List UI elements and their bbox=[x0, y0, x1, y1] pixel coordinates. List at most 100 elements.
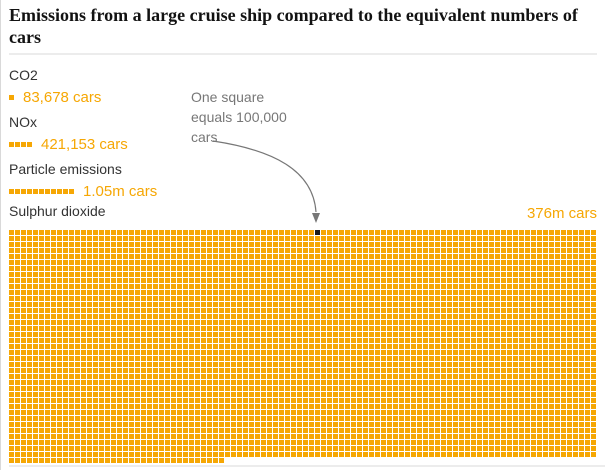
waffle-square bbox=[123, 290, 128, 295]
waffle-square bbox=[447, 308, 452, 313]
waffle-square bbox=[237, 398, 242, 403]
waffle-square bbox=[15, 458, 20, 463]
waffle-square bbox=[153, 344, 158, 349]
waffle-square bbox=[579, 434, 584, 439]
waffle-square bbox=[39, 446, 44, 451]
waffle-square bbox=[585, 344, 590, 349]
waffle-square bbox=[351, 392, 356, 397]
waffle-square bbox=[171, 230, 176, 235]
waffle-square bbox=[237, 236, 242, 241]
waffle-square bbox=[285, 440, 290, 445]
waffle-square bbox=[345, 344, 350, 349]
waffle-square bbox=[519, 344, 524, 349]
waffle-square bbox=[45, 350, 50, 355]
waffle-square bbox=[285, 254, 290, 259]
waffle-square bbox=[237, 272, 242, 277]
waffle-square bbox=[465, 248, 470, 253]
waffle-square bbox=[123, 410, 128, 415]
waffle-square bbox=[201, 380, 206, 385]
waffle-square bbox=[111, 398, 116, 403]
waffle-square bbox=[33, 326, 38, 331]
waffle-square bbox=[213, 308, 218, 313]
waffle-square bbox=[507, 230, 512, 235]
waffle-square bbox=[189, 236, 194, 241]
waffle-square bbox=[267, 374, 272, 379]
waffle-square bbox=[321, 242, 326, 247]
waffle-square bbox=[411, 248, 416, 253]
waffle-square bbox=[483, 248, 488, 253]
waffle-square bbox=[519, 230, 524, 235]
waffle-square bbox=[33, 290, 38, 295]
waffle-square bbox=[513, 302, 518, 307]
waffle-square bbox=[57, 392, 62, 397]
waffle-square bbox=[189, 416, 194, 421]
waffle-square bbox=[27, 332, 32, 337]
waffle-square bbox=[45, 356, 50, 361]
waffle-square bbox=[375, 380, 380, 385]
waffle-square bbox=[501, 314, 506, 319]
waffle-square bbox=[9, 428, 14, 433]
waffle-square bbox=[357, 440, 362, 445]
waffle-square bbox=[285, 362, 290, 367]
waffle-square bbox=[27, 446, 32, 451]
waffle-square bbox=[591, 344, 596, 349]
waffle-square bbox=[369, 368, 374, 373]
waffle-square bbox=[39, 452, 44, 457]
waffle-square bbox=[291, 248, 296, 253]
waffle-square bbox=[501, 326, 506, 331]
waffle-square bbox=[465, 380, 470, 385]
waffle-square bbox=[189, 398, 194, 403]
waffle-square bbox=[219, 386, 224, 391]
waffle-square bbox=[243, 278, 248, 283]
waffle-square bbox=[27, 338, 32, 343]
waffle-square bbox=[501, 242, 506, 247]
waffle-square bbox=[549, 284, 554, 289]
series-label: Particle emissions bbox=[9, 161, 122, 177]
waffle-square bbox=[111, 422, 116, 427]
waffle-square bbox=[447, 368, 452, 373]
waffle-square bbox=[465, 260, 470, 265]
waffle-square bbox=[411, 374, 416, 379]
waffle-square bbox=[333, 326, 338, 331]
waffle-square bbox=[9, 440, 14, 445]
waffle-square bbox=[129, 308, 134, 313]
waffle-square bbox=[417, 272, 422, 277]
waffle-square bbox=[147, 362, 152, 367]
waffle-square bbox=[183, 446, 188, 451]
waffle-square bbox=[501, 410, 506, 415]
waffle-square bbox=[447, 434, 452, 439]
waffle-square bbox=[459, 242, 464, 247]
waffle-square bbox=[309, 380, 314, 385]
waffle-square bbox=[189, 428, 194, 433]
waffle-square bbox=[381, 290, 386, 295]
waffle-square bbox=[345, 236, 350, 241]
waffle-square bbox=[123, 332, 128, 337]
waffle-square bbox=[177, 302, 182, 307]
waffle-square bbox=[93, 374, 98, 379]
waffle-square bbox=[279, 356, 284, 361]
waffle-square bbox=[9, 332, 14, 337]
waffle-square bbox=[255, 254, 260, 259]
waffle-square bbox=[489, 338, 494, 343]
waffle-square bbox=[573, 386, 578, 391]
waffle-square bbox=[207, 422, 212, 427]
waffle-square bbox=[39, 344, 44, 349]
waffle-square bbox=[81, 368, 86, 373]
waffle-square bbox=[507, 248, 512, 253]
waffle-square bbox=[243, 230, 248, 235]
waffle-square bbox=[315, 266, 320, 271]
waffle-square bbox=[255, 308, 260, 313]
waffle-square bbox=[57, 434, 62, 439]
waffle-square bbox=[117, 284, 122, 289]
waffle-square bbox=[303, 236, 308, 241]
waffle-square bbox=[171, 440, 176, 445]
waffle-square bbox=[537, 452, 542, 457]
waffle-square bbox=[273, 416, 278, 421]
waffle-square bbox=[51, 338, 56, 343]
waffle-square bbox=[465, 284, 470, 289]
waffle-square bbox=[327, 410, 332, 415]
waffle-square bbox=[453, 314, 458, 319]
waffle-square bbox=[183, 410, 188, 415]
waffle-square bbox=[555, 398, 560, 403]
waffle-square bbox=[561, 242, 566, 247]
